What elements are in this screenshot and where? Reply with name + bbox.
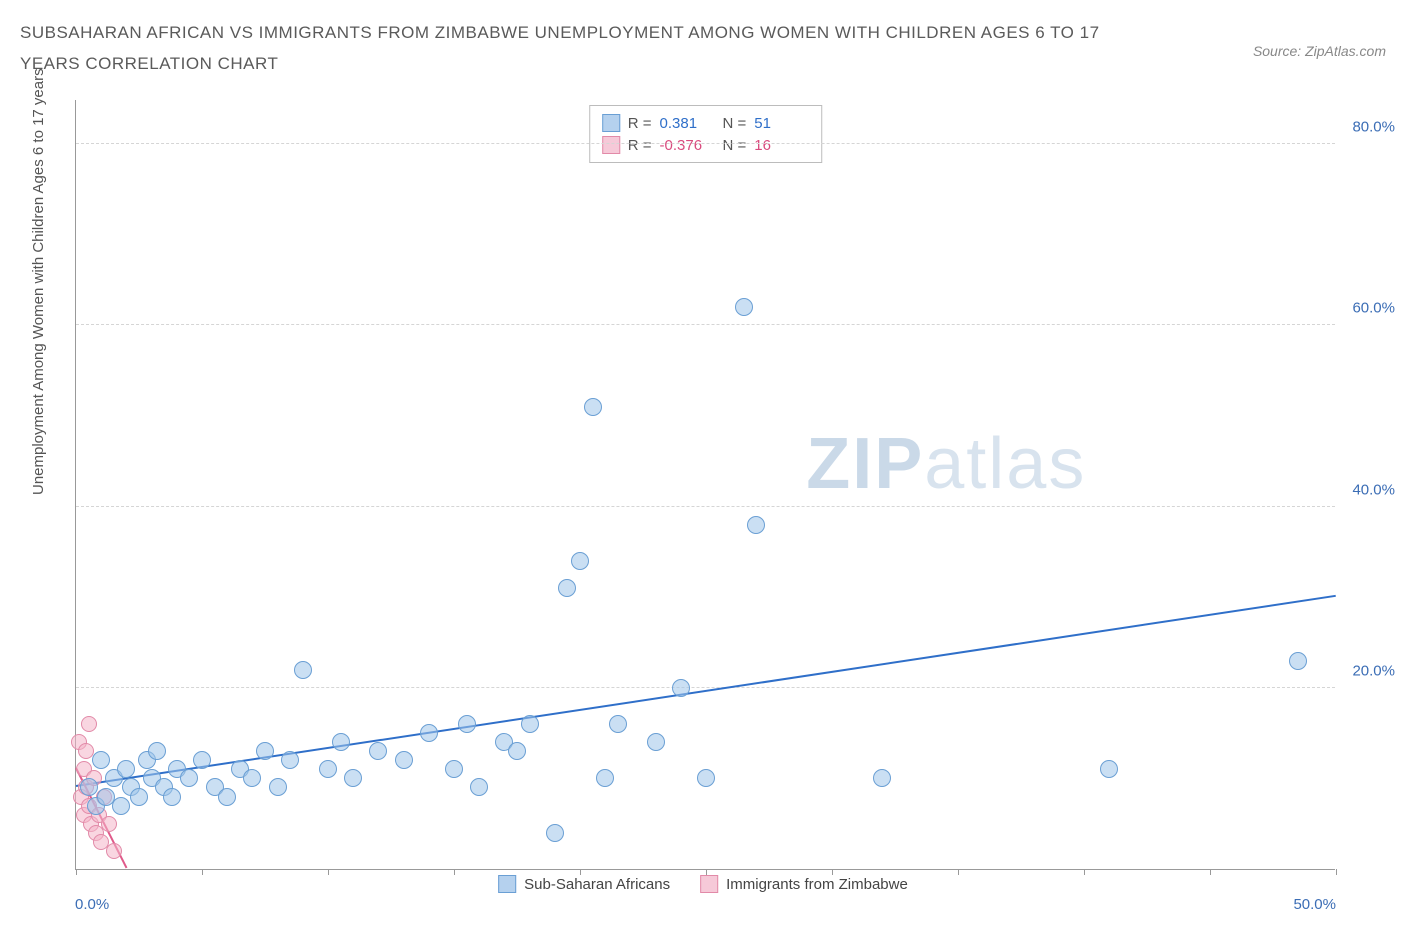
data-point-blue (193, 751, 211, 769)
data-point-blue (521, 715, 539, 733)
data-point-blue (571, 552, 589, 570)
swatch-blue-icon (602, 114, 620, 132)
data-point-blue (148, 742, 166, 760)
data-point-blue (672, 679, 690, 697)
data-point-blue (1289, 652, 1307, 670)
data-point-blue (92, 751, 110, 769)
x-tick (202, 869, 203, 875)
data-point-blue (117, 760, 135, 778)
x-tick (328, 869, 329, 875)
data-point-blue (420, 724, 438, 742)
data-point-pink (106, 843, 122, 859)
data-point-blue (735, 298, 753, 316)
swatch-pink-icon (700, 875, 718, 893)
data-point-blue (344, 769, 362, 787)
data-point-blue (647, 733, 665, 751)
watermark: ZIPatlas (806, 423, 1086, 505)
stat-row-pink: R = -0.376 N = 16 (602, 134, 810, 156)
data-point-pink (101, 816, 117, 832)
legend-label-blue: Sub-Saharan Africans (524, 876, 670, 893)
y-tick-label: 40.0% (1352, 481, 1395, 498)
data-point-blue (596, 769, 614, 787)
y-axis-label: Unemployment Among Women with Children A… (30, 68, 47, 495)
data-point-blue (319, 760, 337, 778)
data-point-blue (558, 579, 576, 597)
chart-title: SUBSAHARAN AFRICAN VS IMMIGRANTS FROM ZI… (20, 18, 1120, 79)
x-tick (454, 869, 455, 875)
r-value-pink: -0.376 (660, 137, 715, 154)
data-point-blue (130, 788, 148, 806)
data-point-blue (445, 760, 463, 778)
n-value-blue: 51 (754, 115, 809, 132)
data-point-blue (180, 769, 198, 787)
data-point-blue (609, 715, 627, 733)
x-tick (1084, 869, 1085, 875)
data-point-blue (269, 778, 287, 796)
data-point-blue (218, 788, 236, 806)
y-tick-label: 80.0% (1352, 119, 1395, 136)
data-point-blue (256, 742, 274, 760)
n-label: N = (723, 137, 747, 154)
swatch-blue-icon (498, 875, 516, 893)
stat-legend: R = 0.381 N = 51 R = -0.376 N = 16 (589, 105, 823, 163)
swatch-pink-icon (602, 136, 620, 154)
source-attribution: Source: ZipAtlas.com (1253, 43, 1386, 59)
n-label: N = (723, 115, 747, 132)
data-point-blue (80, 778, 98, 796)
x-tick (1210, 869, 1211, 875)
data-point-blue (243, 769, 261, 787)
stat-row-blue: R = 0.381 N = 51 (602, 112, 810, 134)
r-label: R = (628, 137, 652, 154)
data-point-blue (747, 516, 765, 534)
data-point-blue (369, 742, 387, 760)
watermark-light: atlas (924, 424, 1086, 504)
x-tick (1336, 869, 1337, 875)
y-tick-label: 20.0% (1352, 662, 1395, 679)
data-point-pink (81, 716, 97, 732)
data-point-blue (458, 715, 476, 733)
gridline (76, 324, 1335, 325)
data-point-blue (508, 742, 526, 760)
data-point-blue (584, 398, 602, 416)
data-point-blue (873, 769, 891, 787)
y-tick-label: 60.0% (1352, 300, 1395, 317)
gridline (76, 687, 1335, 688)
legend-item-pink: Immigrants from Zimbabwe (700, 875, 908, 893)
bottom-legend: Sub-Saharan Africans Immigrants from Zim… (498, 875, 908, 893)
data-point-blue (697, 769, 715, 787)
data-point-blue (332, 733, 350, 751)
x-tick-max: 50.0% (1293, 896, 1336, 913)
legend-label-pink: Immigrants from Zimbabwe (726, 876, 908, 893)
n-value-pink: 16 (754, 137, 809, 154)
legend-item-blue: Sub-Saharan Africans (498, 875, 670, 893)
data-point-blue (1100, 760, 1118, 778)
x-tick-min: 0.0% (75, 896, 109, 913)
data-point-blue (395, 751, 413, 769)
r-value-blue: 0.381 (660, 115, 715, 132)
data-point-blue (163, 788, 181, 806)
x-tick (76, 869, 77, 875)
data-point-blue (281, 751, 299, 769)
watermark-bold: ZIP (806, 424, 924, 504)
gridline (76, 143, 1335, 144)
plot-area: ZIPatlas R = 0.381 N = 51 R = -0.376 N =… (75, 100, 1335, 870)
data-point-blue (294, 661, 312, 679)
data-point-blue (470, 778, 488, 796)
data-point-blue (546, 824, 564, 842)
gridline (76, 506, 1335, 507)
r-label: R = (628, 115, 652, 132)
data-point-blue (112, 797, 130, 815)
chart-container: Unemployment Among Women with Children A… (20, 95, 1386, 915)
x-tick (958, 869, 959, 875)
